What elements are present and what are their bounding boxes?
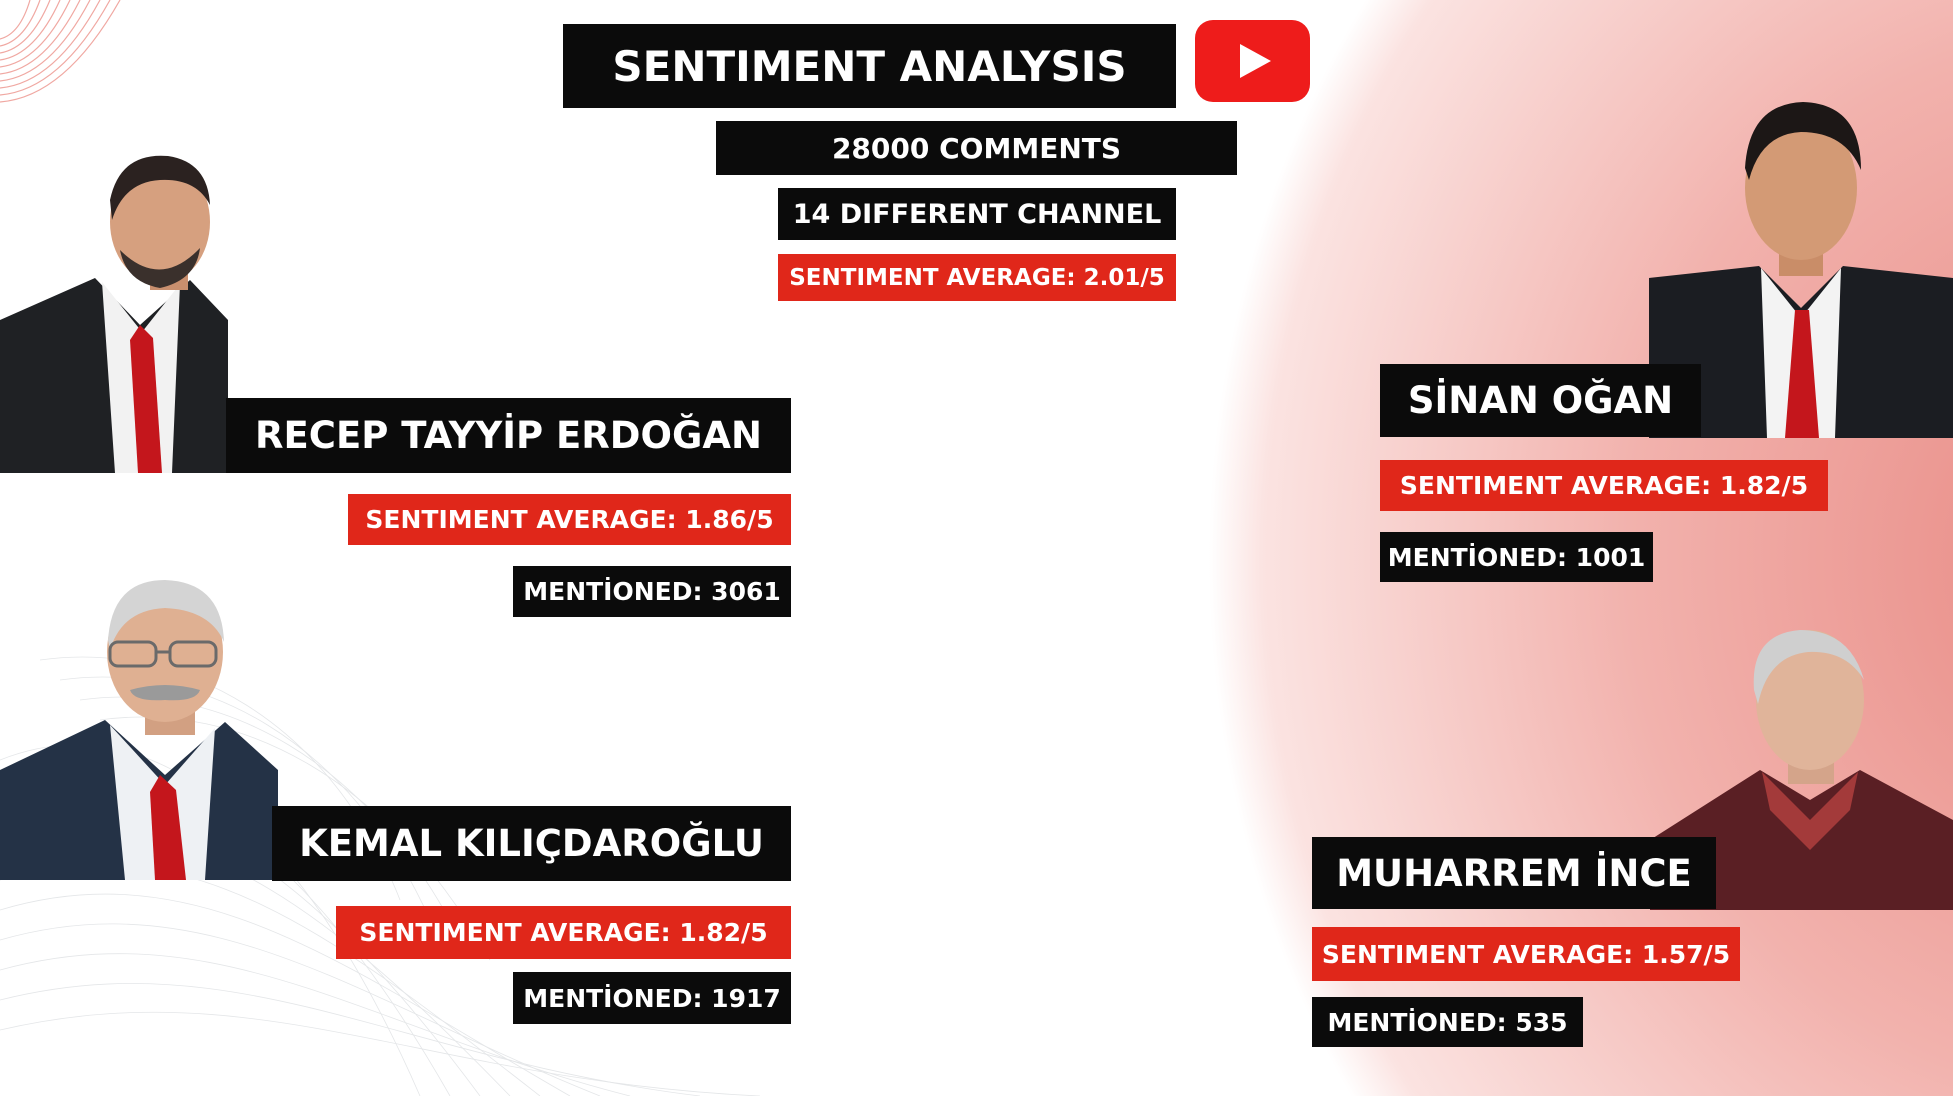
candidate-mentioned-erdogan: MENTİONED: 3061	[513, 566, 791, 617]
candidate-name-ince: MUHARREM İNCE	[1312, 837, 1716, 909]
candidate-sentiment-ince: SENTIMENT AVERAGE: 1.57/5	[1312, 927, 1740, 981]
youtube-play-icon	[1195, 20, 1310, 102]
channel-count: 14 DIFFERENT CHANNEL	[778, 188, 1176, 240]
candidate-sentiment-kilicdaroglu: SENTIMENT AVERAGE: 1.82/5	[336, 906, 791, 959]
candidate-name-erdogan: RECEP TAYYİP ERDOĞAN	[226, 398, 791, 473]
candidate-sentiment-erdogan: SENTIMENT AVERAGE: 1.86/5	[348, 494, 791, 545]
candidate-photo-erdogan	[0, 150, 230, 473]
candidate-photo-ince	[1650, 620, 1953, 910]
candidate-name-kilicdaroglu: KEMAL KILIÇDAROĞLU	[272, 806, 791, 881]
candidate-mentioned-ince: MENTİONED: 535	[1312, 997, 1583, 1047]
overall-sentiment-badge: SENTIMENT AVERAGE: 2.01/5	[778, 254, 1176, 301]
candidate-sentiment-ogan: SENTIMENT AVERAGE: 1.82/5	[1380, 460, 1828, 511]
candidate-photo-kilicdaroglu	[0, 570, 280, 880]
page-title: SENTIMENT ANALYSIS	[563, 24, 1176, 108]
candidate-mentioned-ogan: MENTİONED: 1001	[1380, 532, 1653, 582]
candidate-name-ogan: SİNAN OĞAN	[1380, 364, 1701, 437]
comments-count: 28000 COMMENTS	[716, 121, 1237, 175]
candidate-photo-ogan	[1649, 98, 1953, 438]
candidate-mentioned-kilicdaroglu: MENTİONED: 1917	[513, 972, 791, 1024]
